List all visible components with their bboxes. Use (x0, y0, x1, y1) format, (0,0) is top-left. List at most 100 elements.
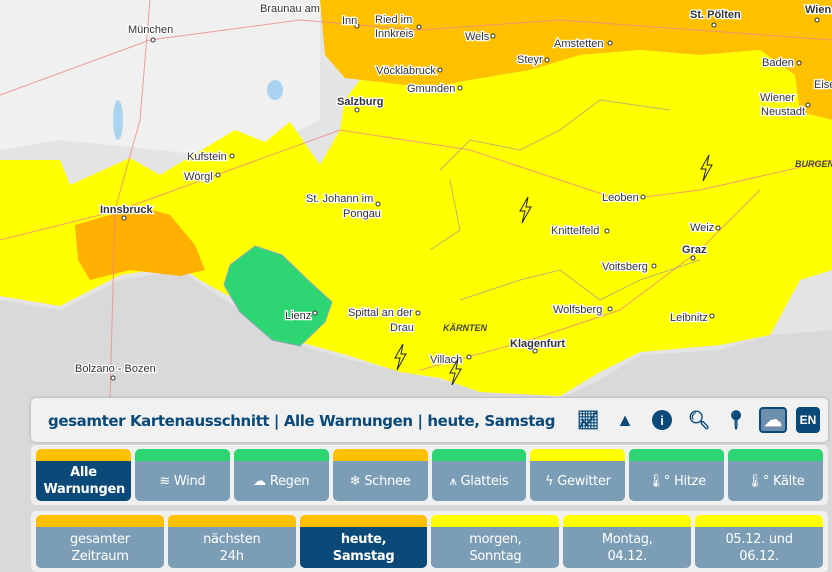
city-marker (690, 255, 696, 261)
warning-type-button-2[interactable]: ☁ Regen (233, 449, 329, 501)
warning-level-bar (36, 515, 164, 527)
button-label: Montag, 04.12. (601, 531, 653, 564)
lightning-icon[interactable] (394, 343, 407, 371)
city-label: Weiz (690, 222, 714, 234)
button-label: morgen, Sonntag (469, 531, 522, 564)
warning-area-orange-tirol[interactable] (75, 205, 205, 280)
city-label: Wien (805, 4, 831, 16)
lightning-icon[interactable] (700, 154, 713, 182)
city-label: Vöcklabruck (376, 65, 436, 77)
city-marker (415, 310, 421, 316)
city-label: Drau (390, 322, 414, 334)
warning-area-orange-north[interactable] (320, 0, 832, 120)
glatteis-icon: ⩚ (449, 473, 457, 489)
city-label: Gmunden (407, 83, 455, 95)
warning-area-yellow[interactable] (0, 50, 832, 396)
warning-type-button-6[interactable]: 🌡° Hitze (629, 449, 725, 501)
city-label: Voitsberg (602, 261, 648, 273)
city-label: Salzburg (337, 96, 383, 108)
zoom-icon[interactable]: 🔍︎ (687, 409, 711, 430)
city-marker (215, 172, 221, 178)
city-marker (711, 22, 717, 28)
city-marker (532, 348, 538, 354)
city-marker (110, 375, 116, 381)
city-marker (457, 85, 463, 91)
button-label: Alle Warnungen (43, 465, 125, 497)
city-marker (607, 40, 613, 46)
warning-area-green-lienz[interactable] (223, 245, 333, 347)
warning-level-bar (167, 515, 296, 527)
city-marker (354, 23, 360, 29)
gewitter-icon: ϟ (544, 473, 554, 489)
city-marker (805, 102, 811, 108)
city-label: Neustadt (761, 106, 805, 118)
button-label: Glatteis (460, 473, 509, 489)
city-label: Wolfsberg (553, 304, 602, 316)
selection-title: gesamter Kartenausschnitt | Alle Warnung… (48, 412, 556, 430)
time-range-button-5[interactable]: 05.12. und 06.12. (695, 515, 823, 568)
city-label: Klagenfurt (510, 338, 565, 350)
region-label: KÄRNTEN (443, 323, 487, 333)
city-label: München (128, 24, 173, 36)
time-range-tabs: gesamter Zeitraum nächsten 24h heute, Sams… (31, 511, 828, 572)
city-marker (715, 225, 721, 231)
city-label: Steyr (517, 54, 543, 66)
warning-level-bar (134, 449, 230, 461)
time-range-button-0[interactable]: gesamter Zeitraum (36, 515, 164, 568)
location-pin-icon[interactable]: 📍︎ (724, 409, 748, 430)
regen-icon: ☁ (253, 473, 266, 489)
city-marker (437, 67, 443, 73)
time-range-button-1[interactable]: nächsten 24h (167, 515, 296, 568)
cloud-icon[interactable]: ☁ (759, 407, 787, 433)
warning-type-button-4[interactable]: ⩚ Glatteis (431, 449, 527, 501)
warning-level-bar (530, 449, 626, 461)
warning-type-tabs: Alle Warnungen ≋ Wind ☁ Regen ❄ Schnee ⩚ Glattei… (31, 445, 828, 505)
city-label: Wiener (760, 92, 795, 104)
city-label: Villach (430, 354, 462, 366)
city-label: St. Pölten (690, 9, 741, 21)
city-marker (121, 215, 127, 221)
city-label: Bolzano - Bozen (75, 363, 156, 375)
wind-icon: ≋ (159, 473, 170, 489)
city-label: Wörgl (184, 171, 213, 183)
city-label: Graz (682, 244, 707, 256)
lightning-icon[interactable] (519, 196, 532, 224)
city-marker (814, 17, 820, 23)
time-range-button-3[interactable]: morgen, Sonntag (431, 515, 560, 568)
warning-level-bar (629, 449, 725, 461)
button-label: Wind (173, 473, 206, 489)
city-marker (416, 24, 422, 30)
warning-level-bar (695, 515, 823, 527)
city-label: Amstetten (554, 38, 604, 50)
city-marker (607, 306, 613, 312)
city-marker (640, 194, 646, 200)
warning-type-button-5[interactable]: ϟ Gewitter (530, 449, 626, 501)
warning-icon[interactable]: ▲ (616, 409, 634, 430)
city-marker (709, 313, 715, 319)
warning-type-button-0[interactable]: Alle Warnungen (36, 449, 131, 501)
city-label: Kufstein (187, 151, 227, 163)
info-icon[interactable]: i (648, 407, 676, 433)
warning-level-bar (563, 515, 692, 527)
button-label: heute, Samstag (332, 531, 395, 564)
warning-control-panel: gesamter Kartenausschnitt | Alle Warnung… (31, 398, 828, 572)
hitze-icon: 🌡° (647, 473, 671, 489)
chart-icon[interactable]: 📈︎ (576, 409, 600, 430)
warning-level-bar (233, 449, 329, 461)
warning-type-button-7[interactable]: 🌡° Kälte (728, 449, 823, 501)
button-label: Hitze (673, 473, 706, 489)
city-label: St. Johann im (306, 193, 373, 205)
city-label: Innsbruck (100, 204, 153, 216)
city-label: Inn (342, 15, 357, 27)
time-range-button-2[interactable]: heute, Samstag (299, 515, 428, 568)
warning-type-button-1[interactable]: ≋ Wind (134, 449, 230, 501)
city-label: Leoben (602, 192, 639, 204)
language-button[interactable]: EN (796, 407, 820, 433)
warning-level-bar (431, 515, 560, 527)
time-range-button-4[interactable]: Montag, 04.12. (563, 515, 692, 568)
warning-level-bar (728, 449, 823, 461)
schnee-icon: ❄ (349, 473, 361, 489)
button-label: Kälte (773, 473, 805, 489)
warning-type-button-3[interactable]: ❄ Schnee (332, 449, 428, 501)
lightning-icon[interactable] (449, 358, 462, 386)
